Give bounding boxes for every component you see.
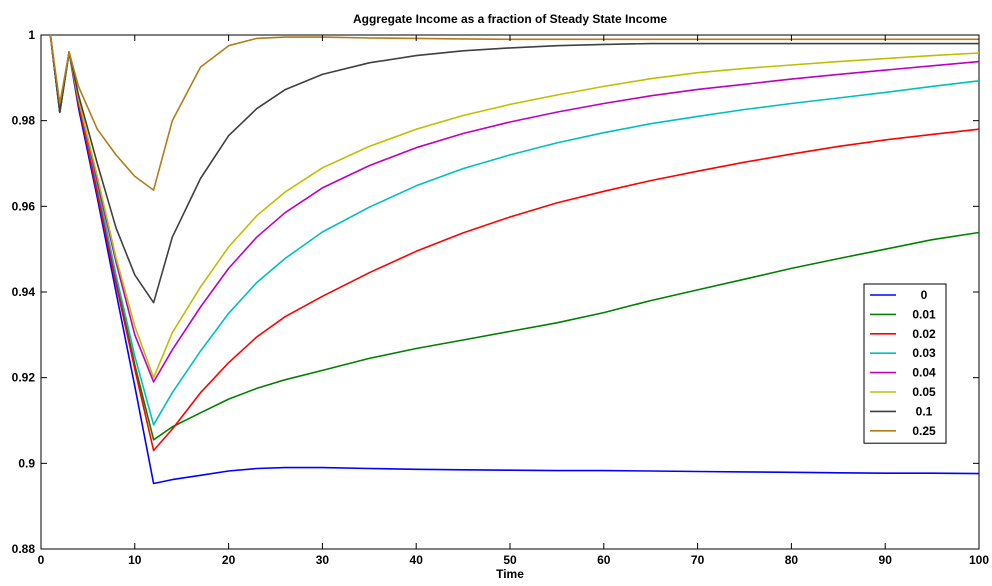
series-line-7 — [49, 34, 979, 191]
x-tick-label: 10 — [128, 553, 142, 567]
legend: 0 0.01 0.02 0.03 0.04 0.05 0.1 0.25 — [863, 283, 947, 444]
x-tick-label: 30 — [316, 553, 330, 567]
x-tick-label: 60 — [597, 553, 611, 567]
legend-label-7: 0.25 — [912, 424, 936, 438]
x-tick-label: 90 — [879, 553, 893, 567]
series-line-3 — [49, 34, 980, 426]
y-tick-label: 0.98 — [12, 114, 36, 128]
y-tick-label: 0.92 — [12, 371, 36, 385]
series-line-1 — [49, 34, 980, 441]
legend-label-2: 0.02 — [912, 327, 936, 341]
legend-label-4: 0.04 — [912, 366, 936, 380]
y-tick-label: 0.96 — [12, 199, 36, 213]
y-tick-label: 0.94 — [12, 285, 36, 299]
x-tick-label: 40 — [410, 553, 424, 567]
series-line-0 — [49, 34, 980, 485]
series-line-6 — [49, 34, 979, 304]
legend-box — [863, 283, 947, 444]
x-tick-label: 50 — [503, 553, 517, 567]
x-tick-label: 70 — [691, 553, 705, 567]
series-line-4 — [49, 34, 980, 383]
series-line-5 — [49, 34, 980, 379]
x-tick-label: 20 — [222, 553, 236, 567]
y-tick-label: 0.88 — [12, 542, 36, 556]
y-tick-label: 1 — [28, 28, 35, 42]
axis-ticks: 0 10 20 30 40 50 60 70 80 90 1000.880.90.920.940.9… — [12, 28, 990, 567]
legend-label-3: 0.03 — [912, 346, 936, 360]
x-tick-label: 0 — [38, 553, 45, 567]
legend-label-5: 0.05 — [912, 385, 936, 399]
legend-label-6: 0.1 — [916, 404, 933, 418]
legend-label-1: 0.01 — [912, 307, 936, 321]
series-layer — [49, 34, 980, 485]
series-line-2 — [49, 34, 980, 452]
y-tick-label: 0.9 — [18, 456, 35, 470]
x-axis-label: Time — [496, 567, 524, 581]
chart-title: Aggregate Income as a fraction of Steady… — [353, 12, 667, 26]
plot-area — [40, 34, 980, 550]
x-tick-label: 100 — [969, 553, 989, 567]
x-tick-label: 80 — [785, 553, 799, 567]
legend-label-0: 0 — [921, 288, 928, 302]
